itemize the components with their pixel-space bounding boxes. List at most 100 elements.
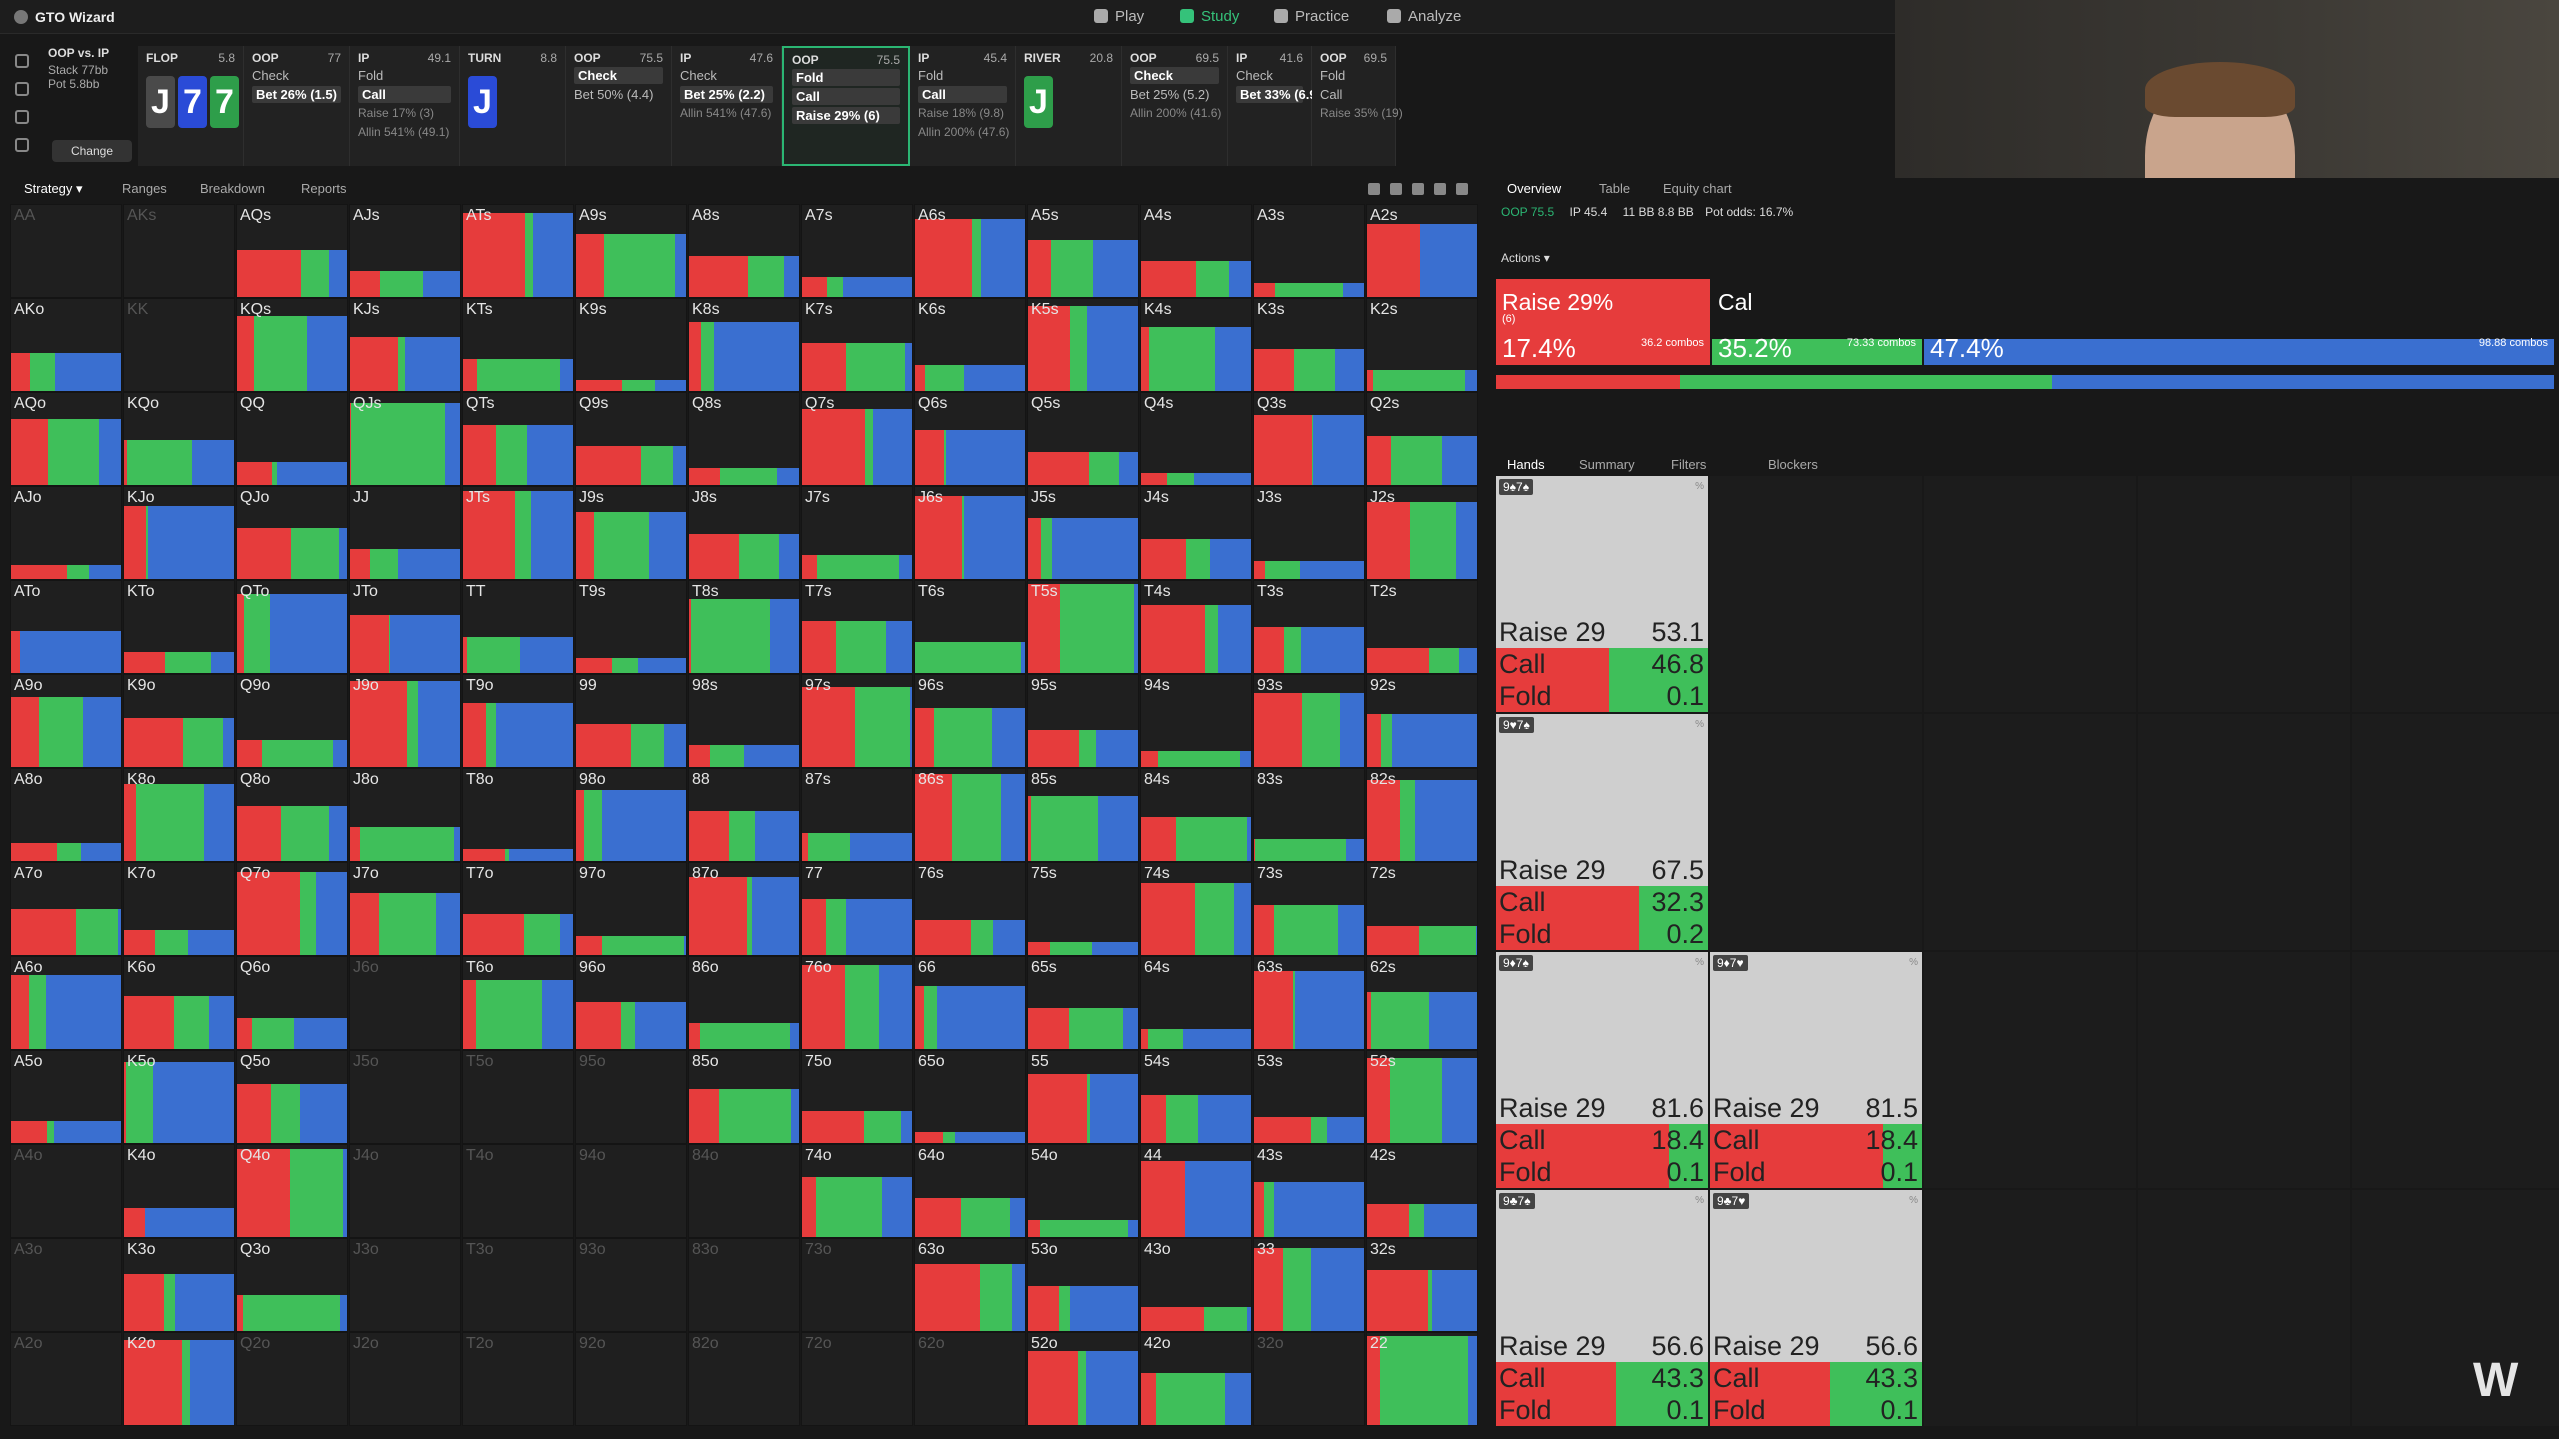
matrix-cell[interactable]: 86o bbox=[688, 956, 800, 1050]
matrix-cell[interactable]: A7s bbox=[801, 204, 913, 298]
tab-filters[interactable]: Filters bbox=[1671, 457, 1706, 472]
nav-practice[interactable]: Practice bbox=[1274, 8, 1349, 25]
tab-summary[interactable]: Summary bbox=[1579, 457, 1635, 472]
matrix-cell[interactable]: J5s bbox=[1027, 486, 1139, 580]
matrix-cell[interactable]: QJs bbox=[349, 392, 461, 486]
matrix-cell[interactable]: JTs bbox=[462, 486, 574, 580]
hand-cell[interactable]: 9♦7♠% Raise 29 81.6 Call 18.4 Fold 0.1 bbox=[1496, 952, 1708, 1188]
hand-cell[interactable]: 9♠7♠% Raise 29 53.1 Call 46.8 Fold 0.1 bbox=[1496, 476, 1708, 712]
matrix-cell[interactable]: Q6o bbox=[236, 956, 348, 1050]
matrix-cell[interactable]: 54o bbox=[1027, 1144, 1139, 1238]
spot-action[interactable]: Call bbox=[358, 86, 451, 103]
tab-hands[interactable]: Hands bbox=[1507, 457, 1545, 472]
matrix-cell[interactable]: T9o bbox=[462, 674, 574, 768]
tab-breakdown[interactable]: Breakdown bbox=[200, 181, 265, 196]
nav-analyze[interactable]: Analyze bbox=[1387, 8, 1461, 25]
matrix-cell[interactable]: K6o bbox=[123, 956, 235, 1050]
matrix-cell[interactable]: K5o bbox=[123, 1050, 235, 1144]
matrix-cell[interactable]: KK bbox=[123, 298, 235, 392]
matrix-cell[interactable]: KTs bbox=[462, 298, 574, 392]
matrix-cell[interactable]: 76s bbox=[914, 862, 1026, 956]
hand-cell[interactable]: 9♣7♠% Raise 29 56.6 Call 43.3 Fold 0.1 bbox=[1496, 1190, 1708, 1426]
spot-oop-1[interactable]: OOP 77 Check Bet 26% (1.5) bbox=[244, 46, 350, 166]
matrix-cell[interactable]: T2o bbox=[462, 1332, 574, 1426]
matrix-cell[interactable]: J7s bbox=[801, 486, 913, 580]
matrix-cell[interactable]: T5o bbox=[462, 1050, 574, 1144]
strategy-action-2[interactable]: 47.4% 98.88 combos bbox=[1924, 279, 2554, 365]
matrix-cell[interactable]: J4o bbox=[349, 1144, 461, 1238]
matrix-cell[interactable]: Q8o bbox=[236, 768, 348, 862]
spot-ip-5[interactable]: IP 47.6 Check Bet 25% (2.2) Allin 541% (47.6… bbox=[672, 46, 782, 166]
matrix-cell[interactable]: J7o bbox=[349, 862, 461, 956]
spot-ip-10[interactable]: IP 41.6 Check Bet 33% (6.9) bbox=[1228, 46, 1321, 166]
tab-overview[interactable]: Overview bbox=[1507, 181, 1561, 196]
strategy-action-0[interactable]: Raise 29% 17.4% 36.2 combos (6) bbox=[1496, 279, 1710, 365]
matrix-cell[interactable]: KJo bbox=[123, 486, 235, 580]
matrix-cell[interactable]: J4s bbox=[1140, 486, 1252, 580]
nav-play[interactable]: Play bbox=[1094, 8, 1144, 25]
matrix-cell[interactable]: A2o bbox=[10, 1332, 122, 1426]
matrix-cell[interactable]: 65s bbox=[1027, 956, 1139, 1050]
matrix-cell[interactable]: J3s bbox=[1253, 486, 1365, 580]
spot-action[interactable]: Check bbox=[1236, 68, 1273, 83]
change-button[interactable]: Change bbox=[52, 140, 132, 162]
matrix-cell[interactable]: K4s bbox=[1140, 298, 1252, 392]
matrix-cell[interactable]: Q5o bbox=[236, 1050, 348, 1144]
spot-action[interactable]: Check bbox=[680, 68, 717, 83]
matrix-cell[interactable]: 95o bbox=[575, 1050, 687, 1144]
matrix-cell[interactable]: ATo bbox=[10, 580, 122, 674]
spot-action[interactable]: Call bbox=[792, 88, 900, 105]
matrix-cell[interactable]: Q2o bbox=[236, 1332, 348, 1426]
tab-blockers[interactable]: Blockers bbox=[1768, 457, 1818, 472]
spot-action[interactable]: Allin 541% (47.6) bbox=[680, 106, 772, 120]
spot-action[interactable]: Bet 26% (1.5) bbox=[252, 86, 341, 103]
matrix-cell[interactable]: 44 bbox=[1140, 1144, 1252, 1238]
matrix-cell[interactable]: 93s bbox=[1253, 674, 1365, 768]
matrix-cell[interactable]: 77 bbox=[801, 862, 913, 956]
matrix-cell[interactable]: 73o bbox=[801, 1238, 913, 1332]
matrix-cell[interactable]: 83o bbox=[688, 1238, 800, 1332]
matrix-cell[interactable]: K9s bbox=[575, 298, 687, 392]
matrix-cell[interactable]: KQs bbox=[236, 298, 348, 392]
matrix-cell[interactable]: 52o bbox=[1027, 1332, 1139, 1426]
matrix-cell[interactable]: J8o bbox=[349, 768, 461, 862]
matrix-cell[interactable]: 42s bbox=[1366, 1144, 1478, 1238]
matrix-cell[interactable]: A4s bbox=[1140, 204, 1252, 298]
matrix-cell[interactable]: T5s bbox=[1027, 580, 1139, 674]
matrix-cell[interactable]: 96o bbox=[575, 956, 687, 1050]
matrix-cell[interactable]: AKs bbox=[123, 204, 235, 298]
matrix-cell[interactable]: J9o bbox=[349, 674, 461, 768]
hand-cell[interactable]: 9♥7♠% Raise 29 67.5 Call 32.3 Fold 0.2 bbox=[1496, 714, 1708, 950]
strategy-action-1[interactable]: Cal 35.2% 73.33 combos bbox=[1712, 279, 1922, 365]
matrix-cell[interactable]: T8s bbox=[688, 580, 800, 674]
view-mode-icon[interactable] bbox=[1390, 183, 1402, 195]
matrix-cell[interactable]: Q6s bbox=[914, 392, 1026, 486]
spot-action[interactable]: Allin 541% (49.1) bbox=[358, 125, 450, 139]
matrix-cell[interactable]: A8o bbox=[10, 768, 122, 862]
matrix-cell[interactable]: K4o bbox=[123, 1144, 235, 1238]
matrix-cell[interactable]: 74s bbox=[1140, 862, 1252, 956]
spot-flop-0[interactable]: FLOP 5.8 J 7 7 bbox=[138, 46, 244, 166]
view-mode-icon[interactable] bbox=[1368, 183, 1380, 195]
matrix-cell[interactable]: 82o bbox=[688, 1332, 800, 1426]
spot-oop-6[interactable]: OOP 75.5 Fold Call Raise 29% (6) bbox=[782, 46, 910, 166]
matrix-cell[interactable]: 96s bbox=[914, 674, 1026, 768]
matrix-cell[interactable]: 74o bbox=[801, 1144, 913, 1238]
matrix-cell[interactable]: A2s bbox=[1366, 204, 1478, 298]
matrix-cell[interactable]: J6o bbox=[349, 956, 461, 1050]
matrix-cell[interactable]: 63o bbox=[914, 1238, 1026, 1332]
spot-turn-3[interactable]: TURN 8.8 J bbox=[460, 46, 566, 166]
matrix-cell[interactable]: J5o bbox=[349, 1050, 461, 1144]
spot-action[interactable]: Raise 17% (3) bbox=[358, 106, 435, 120]
matrix-cell[interactable]: K7s bbox=[801, 298, 913, 392]
matrix-cell[interactable]: 92o bbox=[575, 1332, 687, 1426]
matrix-cell[interactable]: T2s bbox=[1366, 580, 1478, 674]
matrix-cell[interactable]: KTo bbox=[123, 580, 235, 674]
matrix-cell[interactable]: A6o bbox=[10, 956, 122, 1050]
sort-icon[interactable] bbox=[15, 138, 29, 152]
spot-action[interactable]: Raise 35% (19) bbox=[1320, 106, 1403, 120]
matrix-cell[interactable]: 83s bbox=[1253, 768, 1365, 862]
matrix-cell[interactable]: QJo bbox=[236, 486, 348, 580]
view-mode-icon[interactable] bbox=[1412, 183, 1424, 195]
spot-oop-9[interactable]: OOP 69.5 Check Bet 25% (5.2) Allin 200% (41.… bbox=[1122, 46, 1228, 166]
